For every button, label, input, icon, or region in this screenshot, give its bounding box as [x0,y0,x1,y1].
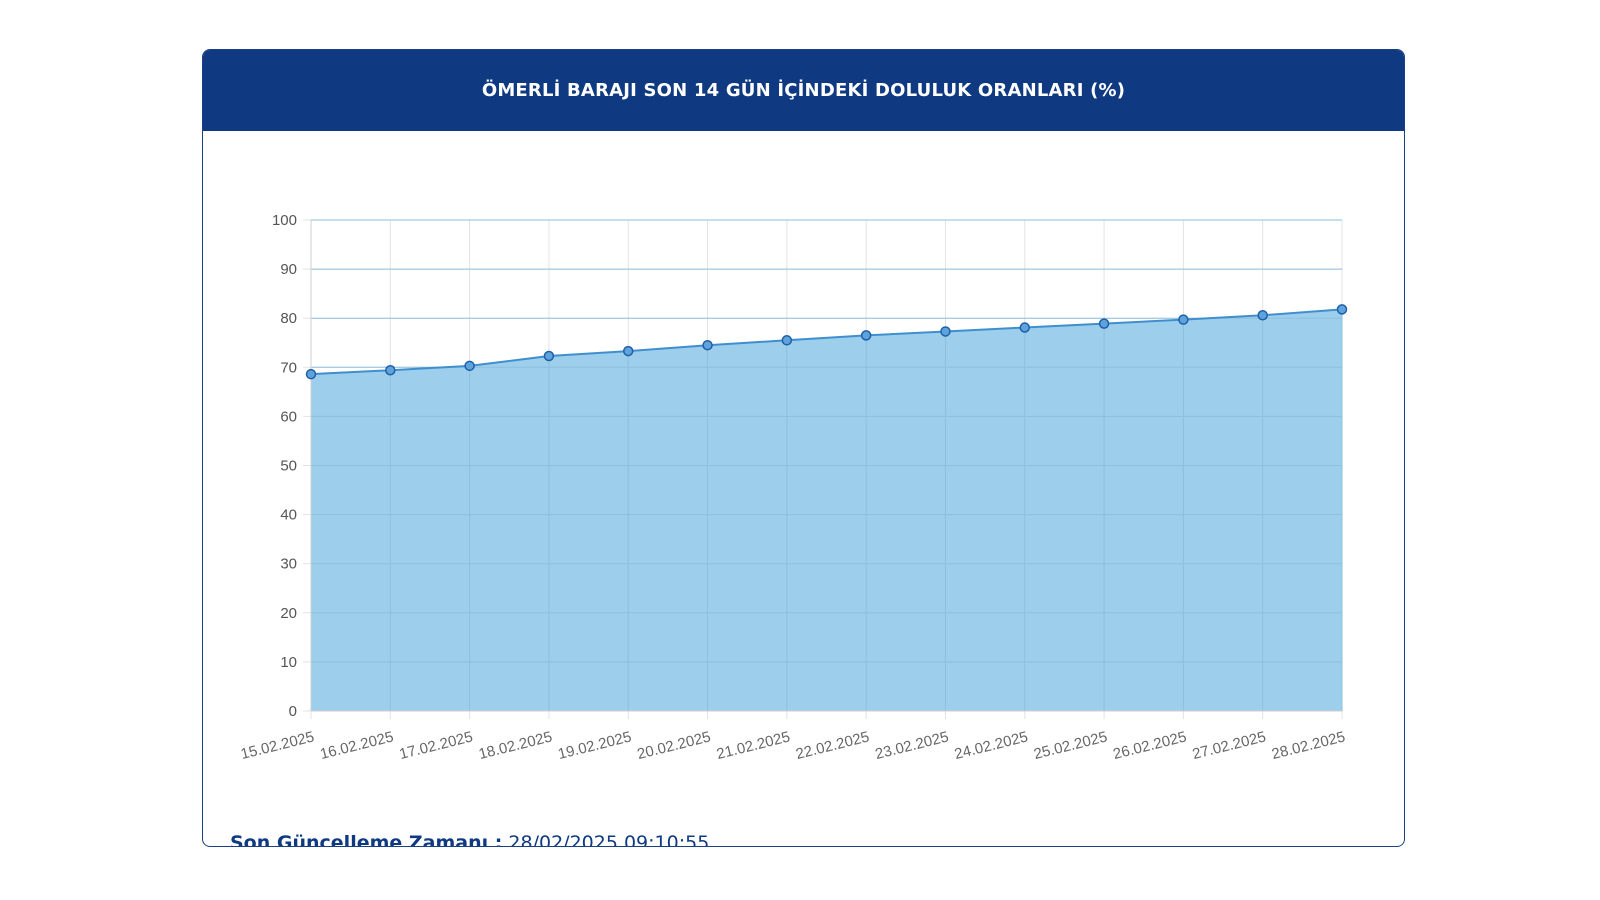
series-line [310,308,1343,376]
data-point[interactable] [1178,314,1189,325]
y-tick-label: 30 [280,556,297,573]
x-tick-label: 28.02.2025 [1270,728,1347,763]
y-tick-label: 10 [280,654,297,671]
data-point[interactable] [860,330,872,341]
y-tick-label: 50 [280,458,297,475]
x-tick-label: 16.02.2025 [318,728,395,763]
x-tick-label: 20.02.2025 [636,728,713,763]
area-layer [310,219,1343,712]
y-tick-label: 60 [280,408,297,425]
data-point[interactable] [702,339,713,351]
x-tick-label: 19.02.2025 [556,728,633,763]
x-tick-label: 21.02.2025 [715,728,792,763]
last-update-value: 28/02/2025 09:10:55 [508,832,710,847]
x-tick-label: 26.02.2025 [1111,728,1188,763]
data-point[interactable] [622,345,634,357]
x-tick-label: 25.02.2025 [1032,728,1109,763]
chart-card: ÖMERLİ BARAJI SON 14 GÜN İÇİNDEKİ DOLULU… [202,49,1405,847]
y-tick-label: 70 [280,359,297,376]
x-tick-label: 22.02.2025 [794,728,871,763]
x-tick-label: 24.02.2025 [953,728,1030,763]
x-tick-label: 17.02.2025 [398,728,475,763]
area-fill [311,309,1342,711]
y-tick-label: 80 [280,310,297,327]
data-point[interactable] [940,326,951,337]
data-point[interactable] [1257,310,1268,321]
y-tick-label: 90 [280,261,297,278]
data-point[interactable] [781,335,793,346]
data-point[interactable] [1019,322,1031,333]
y-tick-label: 20 [280,605,297,622]
data-point[interactable] [543,350,555,362]
chart-area: 0 10 20 30 40 50 60 70 80 90 100 15.02.2025 16.02.20… [203,131,1403,771]
point-layer [305,304,1348,380]
axis-layer [310,220,1342,712]
data-point[interactable] [464,360,475,372]
y-tick-label: 100 [272,212,297,229]
x-tick-label: 27.02.2025 [1191,728,1268,763]
last-update: Son Güncelleme Zamanı : 28/02/2025 09:10… [230,832,710,847]
data-point[interactable] [1336,304,1348,315]
y-tick-label: 40 [280,507,297,524]
x-tick-label: 15.02.2025 [239,728,316,763]
data-point[interactable] [1098,318,1110,329]
last-update-label: Son Güncelleme Zamanı : [230,832,503,847]
x-tick-label: 18.02.2025 [477,728,554,763]
area-chart: 0 10 20 30 40 50 60 70 80 90 100 15.02.2025 16.02.20… [239,212,1348,763]
data-point[interactable] [305,368,317,380]
data-point[interactable] [385,364,396,376]
x-tick-label: 23.02.2025 [873,728,950,763]
chart-title: ÖMERLİ BARAJI SON 14 GÜN İÇİNDEKİ DOLULU… [203,50,1404,131]
y-tick-label: 0 [289,703,297,720]
